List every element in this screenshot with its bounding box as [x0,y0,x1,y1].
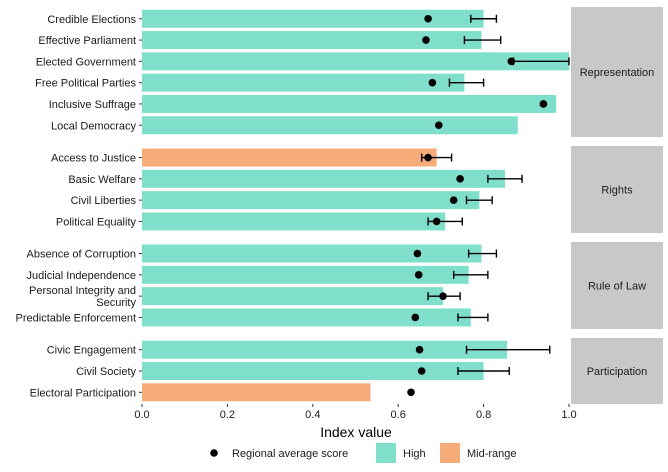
y-tick-label: Free Political Parties [35,78,136,90]
panel-participation: Participation Civic Engagement Civil Socie… [30,338,663,404]
panel-rule-of-law: Rule of Law Absence of Corruption Judicial… [16,242,663,329]
regional-average-point [424,153,432,162]
y-tick-label: Credible Elections [47,14,136,26]
bar [142,340,508,359]
y-tick-label: Local Democracy [51,120,136,132]
error-bar [470,14,498,23]
error-bar [457,313,489,322]
regional-average-point [456,175,464,183]
facet-strip [571,146,663,233]
error-bar [457,367,510,375]
regional-average-point [424,14,432,23]
regional-average-point [449,196,458,204]
legend-swatch [376,443,396,463]
y-tick-label: Effective Parliament [38,35,136,47]
x-axis-title: Index value [320,424,392,440]
facet-strip [571,7,663,137]
error-bar [467,249,498,258]
bar [142,212,446,231]
y-tick-label: Political Equality [56,216,137,228]
legend-swatch [440,443,460,463]
regional-average-point [434,121,443,130]
y-tick-label: Access to Justice [51,153,136,165]
legend-label: Mid-range [467,448,517,460]
x-axis: 0.0 0.2 0.4 0.6 0.8 1.0 [134,404,577,421]
legend-label: Regional average score [232,448,348,460]
y-tick-label: Basic Welfare [68,174,136,186]
error-bar [453,270,489,279]
y-tick-label: Elected Government [36,56,136,68]
panels: Representation Credible Elections Effectiv… [16,7,663,404]
facet-strip-label: Rule of Law [588,281,646,293]
y-tick-label: Electoral Participation [30,387,136,399]
y-tick-label: Inclusive Suffrage [49,99,136,111]
error-bar [465,196,493,205]
bar [142,73,465,92]
bar [142,287,444,306]
y-tick-label: Civic Engagement [47,345,136,357]
error-bar [487,174,523,183]
bar [142,244,482,263]
bar [142,169,505,188]
regional-average-point [439,292,447,300]
y-tick-label: Civil Society [76,366,136,378]
legend-item-regional-average: Regional average score [210,448,348,460]
regional-average-point [415,345,424,354]
regional-average-point [507,57,516,66]
y-tick-label: Judicial Independence [27,270,136,282]
bar [142,94,557,113]
legend-label: High [403,448,426,460]
bar [142,9,484,28]
bar [142,383,371,402]
facet-strip [571,338,663,404]
bar [142,116,518,135]
x-tick-label: 0.0 [134,409,149,421]
bar [142,362,484,380]
legend-item-mid-range: Mid-range [440,443,517,463]
regional-average-point [422,36,430,44]
y-tick-label: Absence of Corruption [27,249,136,261]
error-bar [463,36,502,45]
x-tick-label: 0.6 [391,409,406,421]
legend-item-high: High [376,443,426,463]
regional-average-point [414,271,423,279]
x-tick-label: 0.8 [476,409,491,421]
regional-average-point [411,313,420,322]
bar [142,191,480,210]
panel-rights: Rights Access to Justice Basic Welfare Civi… [51,146,663,233]
bar [142,308,471,327]
regional-average-point [413,249,422,258]
bar [142,265,469,284]
x-tick-label: 0.2 [220,409,235,421]
bar [142,148,437,167]
regional-average-point [407,388,415,397]
y-tick-label: Civil Liberties [71,195,137,207]
legend-point-key [210,449,218,457]
facet-strip-label: Rights [601,185,633,197]
error-bar [465,345,551,354]
y-tick-label: Predictable Enforcement [16,312,136,324]
bar [142,52,569,71]
error-bar [448,78,485,87]
facet-strip-label: Participation [587,366,648,378]
panel-representation: Representation Credible Elections Effectiv… [35,7,663,137]
regional-average-point [417,367,426,375]
bar [142,31,482,50]
facet-strip-label: Representation [580,67,655,79]
x-tick-label: 1.0 [561,409,576,421]
legend: Regional average score High Mid-range [210,443,517,463]
x-tick-label: 0.4 [305,409,320,421]
regional-average-point [428,78,437,87]
facet-strip [571,242,663,329]
y-tick-label: Personal Integrity and Security [29,285,137,309]
regional-average-point [539,100,548,108]
regional-average-point [432,217,441,226]
